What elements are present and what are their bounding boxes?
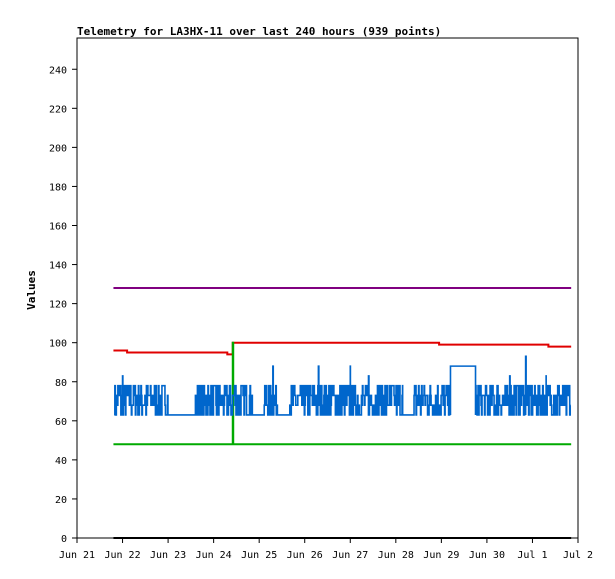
x-axis: Jun 21 Jun 22 Jun 23 Jun 24 Jun 25 Jun 26 Jun …	[59, 538, 593, 561]
y-tick-label: 100	[49, 339, 67, 350]
y-tick-label: 0	[61, 534, 67, 545]
x-tick-label: Jun 22	[104, 550, 140, 561]
y-axis-label: Values	[25, 270, 38, 310]
x-tick-label: Jun 25	[241, 550, 277, 561]
y-tick-label: 120	[49, 300, 67, 311]
x-tick-label: Jun 23	[150, 550, 186, 561]
series-line	[113, 341, 572, 446]
x-tick-label: Jun 24	[196, 550, 232, 561]
y-tick-label: 60	[55, 417, 67, 428]
y-tick-label: 240	[49, 65, 67, 76]
chart-title: Telemetry for LA3HX-11 over last 240 hou…	[77, 25, 441, 38]
y-tick-label: 220	[49, 104, 67, 115]
series-group	[113, 287, 572, 539]
y-tick-label: 160	[49, 222, 67, 233]
x-tick-label: Jun 29	[423, 550, 459, 561]
x-tick-label: Jun 27	[332, 550, 368, 561]
x-tick-label: Jun 21	[59, 550, 95, 561]
series-line	[114, 355, 572, 416]
series-line	[113, 341, 572, 356]
y-tick-label: 40	[55, 456, 67, 467]
y-tick-label: 80	[55, 378, 67, 389]
x-tick-label: Jul 1	[517, 550, 547, 561]
y-tick-label: 200	[49, 143, 67, 154]
y-tick-label: 140	[49, 261, 67, 272]
x-tick-label: Jun 30	[469, 550, 505, 561]
y-tick-label: 180	[49, 182, 67, 193]
x-tick-label: Jun 28	[378, 550, 414, 561]
y-axis: 0 20 40 60 80 100 120 140 160 180 200 220 240	[49, 65, 77, 545]
x-tick-label: Jun 26	[287, 550, 323, 561]
x-tick-label: Jul 2	[563, 550, 593, 561]
y-tick-label: 20	[55, 495, 67, 506]
